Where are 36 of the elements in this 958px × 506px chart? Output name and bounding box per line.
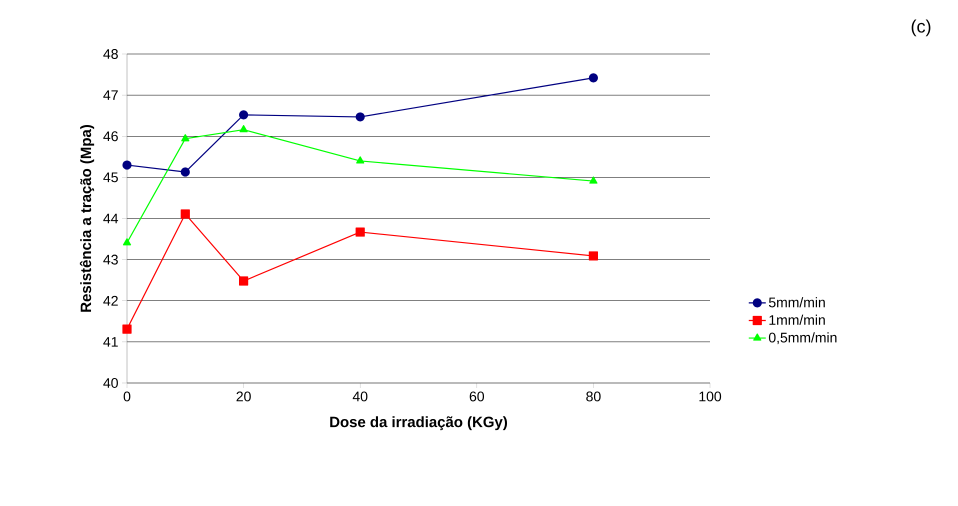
point xyxy=(181,134,190,142)
y-tick-label: 42 xyxy=(103,296,118,306)
x-tick-label: 40 xyxy=(352,392,368,402)
legend-label: 5mm/min xyxy=(768,297,825,308)
y-tick-label: 47 xyxy=(103,90,118,100)
y-tick-label: 41 xyxy=(103,337,118,347)
point xyxy=(356,156,364,164)
point xyxy=(240,125,248,132)
point xyxy=(180,167,190,177)
x-tick-label: 80 xyxy=(586,392,601,402)
point xyxy=(122,324,132,334)
x-tick-label: 0 xyxy=(124,392,130,402)
point xyxy=(589,176,598,184)
point xyxy=(122,160,132,170)
y-tick-label: 40 xyxy=(103,378,118,388)
x-tick-label: 60 xyxy=(470,392,484,402)
y-tick-label: 45 xyxy=(103,172,118,182)
y-tick-label: 48 xyxy=(103,49,118,59)
point xyxy=(239,276,248,286)
point xyxy=(588,73,598,82)
point xyxy=(356,112,365,122)
y-tick-label: 44 xyxy=(103,214,118,224)
legend-label: 0,5mm/min xyxy=(768,332,836,344)
point xyxy=(239,110,248,120)
legend-label: 1mm/min xyxy=(769,314,825,325)
y-axis-title: Resistência a tração (Mpa) xyxy=(80,125,94,312)
y-tick-label: 43 xyxy=(103,254,118,265)
y-tick-label: 46 xyxy=(103,131,118,142)
x-tick-label: 100 xyxy=(699,392,722,402)
point xyxy=(356,227,365,237)
point xyxy=(122,238,132,246)
x-axis-title: Dose da irradiação (KGy) xyxy=(330,416,508,430)
point xyxy=(180,209,190,219)
x-tick-label: 20 xyxy=(236,392,251,402)
point xyxy=(588,251,598,261)
text: (c) xyxy=(912,20,930,36)
